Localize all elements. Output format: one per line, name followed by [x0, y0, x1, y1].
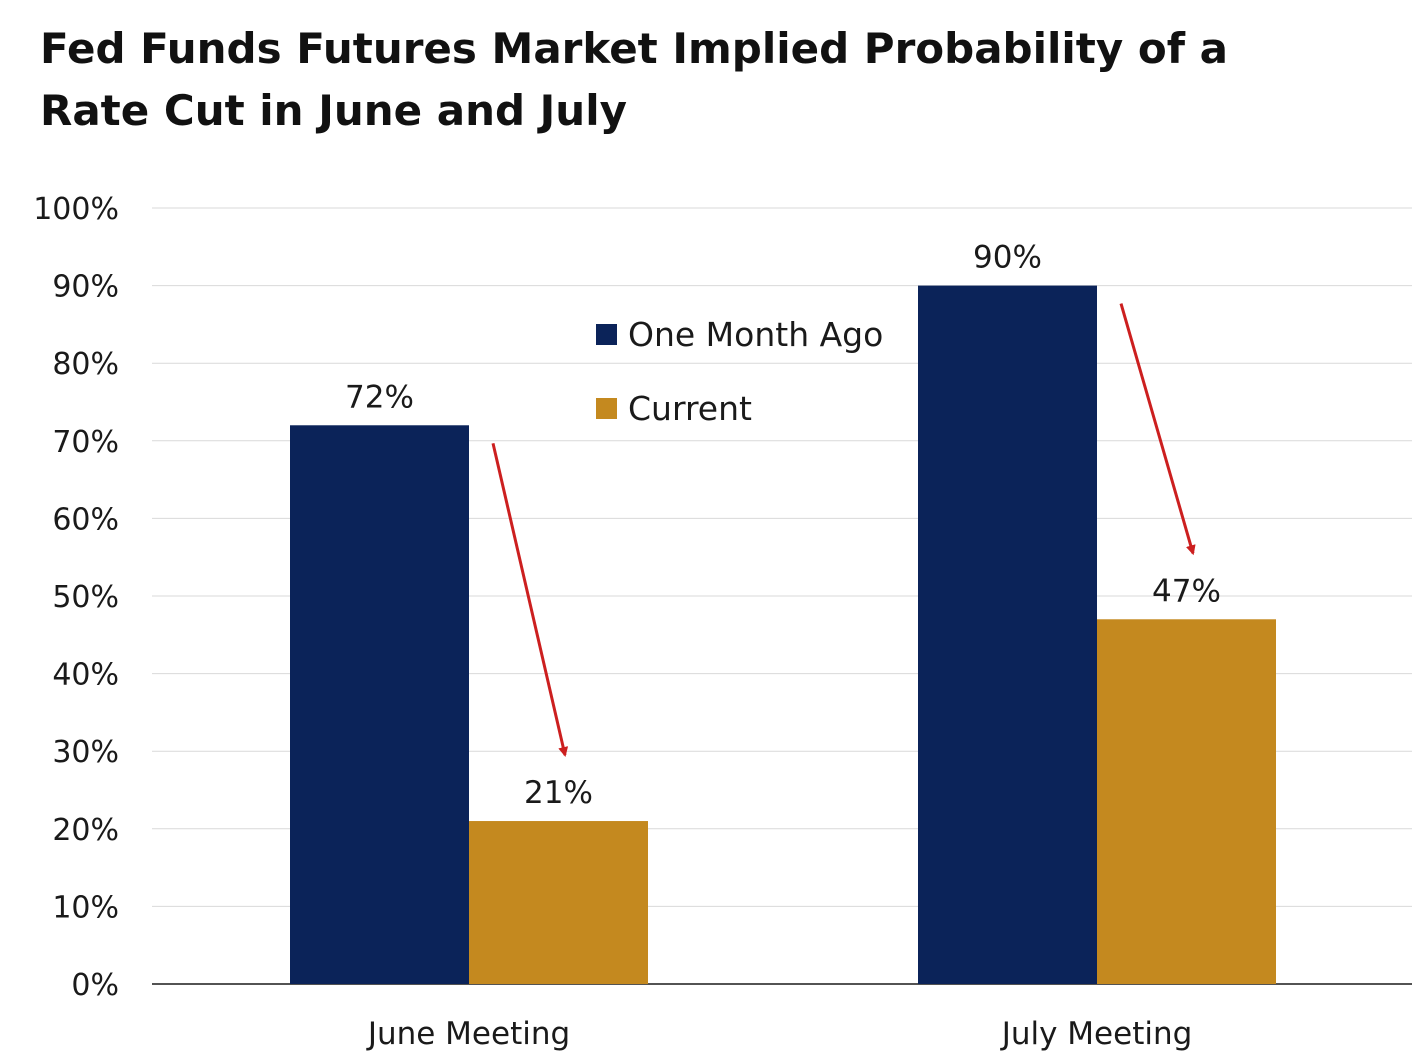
- y-tick-label: 90%: [52, 270, 119, 305]
- y-tick-label: 30%: [52, 735, 119, 770]
- bars-layer: [290, 285, 1276, 985]
- y-tick-label: 40%: [52, 658, 119, 693]
- y-tick-label: 20%: [52, 813, 119, 848]
- bar-current: [469, 821, 648, 984]
- legend: One Month Ago Current: [596, 315, 883, 428]
- arrows-layer: [491, 303, 1196, 757]
- data-label: 72%: [345, 379, 414, 415]
- data-label: 90%: [973, 240, 1042, 276]
- data-label: 47%: [1152, 573, 1221, 609]
- y-tick-label: 50%: [52, 580, 119, 615]
- y-tick-label: 10%: [52, 890, 119, 925]
- chart-title-line-1: Fed Funds Futures Market Implied Probabi…: [40, 24, 1228, 73]
- legend-label: Current: [628, 389, 752, 428]
- x-category-label: July Meeting: [1000, 1016, 1193, 1052]
- y-tick-label: 100%: [33, 192, 119, 227]
- bar-current: [1097, 619, 1276, 984]
- x-category-label: June Meeting: [366, 1016, 570, 1052]
- chart-title: Fed Funds Futures Market Implied Probabi…: [40, 18, 1240, 142]
- bar-one-month-ago: [918, 285, 1097, 985]
- y-tick-label: 80%: [52, 347, 119, 382]
- bar-one-month-ago: [290, 425, 469, 984]
- y-tick-label: 70%: [52, 425, 119, 460]
- y-tick-label: 60%: [52, 502, 119, 537]
- legend-swatch: [596, 398, 617, 419]
- y-tick-label: 0%: [71, 968, 119, 1003]
- labels-layer: 0% 10% 20% 30% 40% 50% 60% 70% 80% 90% 100% 72% 21% J…: [33, 192, 1221, 1052]
- annotation-arrow: [1119, 303, 1196, 556]
- legend-label: One Month Ago: [628, 315, 883, 354]
- chart-title-line-2: Rate Cut in June and July: [40, 86, 627, 135]
- data-label: 21%: [524, 775, 593, 811]
- annotation-arrow: [491, 442, 569, 757]
- legend-swatch: [596, 324, 617, 345]
